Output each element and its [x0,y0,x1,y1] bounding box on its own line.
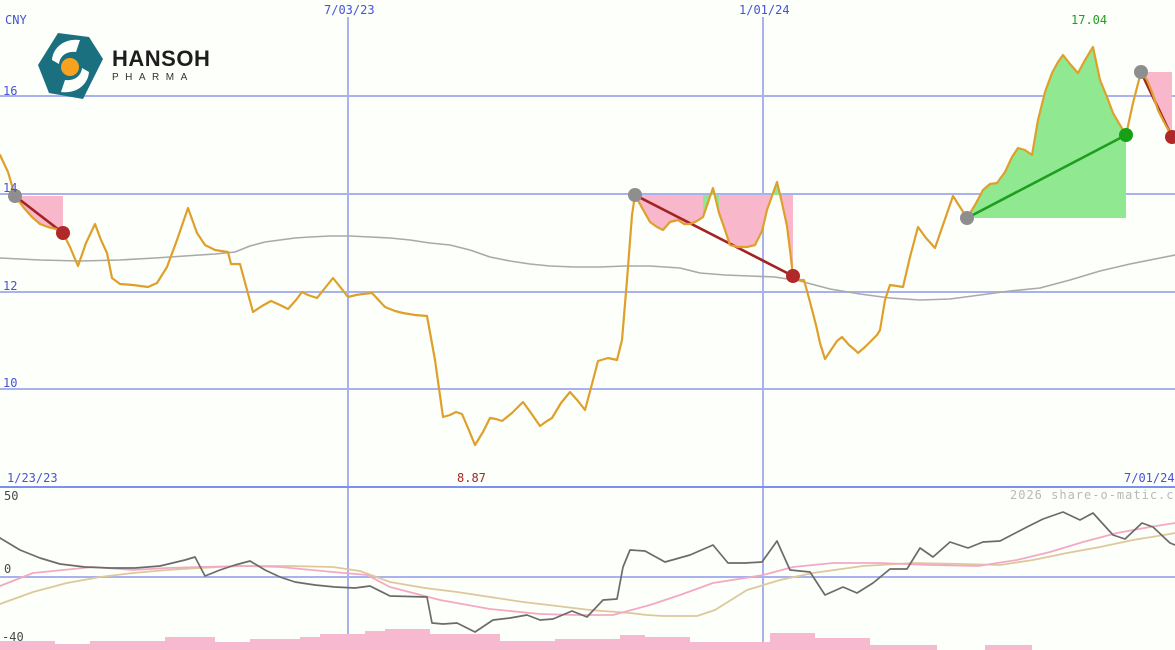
trend-fill-2 [1005,157,1012,218]
trend-start-dot-3 [1134,65,1148,79]
trend-fill-0 [32,196,40,224]
x-end-label: 7/01/24 [1124,471,1175,485]
trend-fill-1 [657,195,663,230]
x-gridline-label-2: 1/01/24 [739,3,790,17]
volume-bar [555,639,620,650]
trend-end-dot-0 [56,226,70,240]
trend-fill-2 [1025,150,1032,218]
trend-end-dot-2 [1119,128,1133,142]
trend-fill-1 [738,195,747,247]
trend-fill-2 [1107,97,1113,218]
trend-fill-2 [1012,148,1018,218]
ma-line [0,235,1175,301]
trend-fill-1 [684,195,690,224]
trend-fill-2 [1063,55,1070,218]
x-start-label: 1/23/23 [7,471,58,485]
trend-fill-2 [997,172,1005,218]
volume-bar [620,635,645,650]
volume-bar [250,639,300,650]
volume-bar [300,637,320,650]
volume-bar [165,637,215,650]
price-tick-12: 12 [3,279,18,293]
hansoh-pharma-logo: HANSOH PHARMA [36,30,210,102]
trend-fill-1 [730,195,738,247]
volume-bar [0,641,55,650]
volume-bar [90,641,165,650]
trend-fill-2 [1038,92,1045,218]
volume-bar [690,642,770,650]
trend-end-dot-3 [1165,130,1175,144]
osc-tick-0: 0 [4,562,12,576]
logo-dot [61,58,79,76]
logo-subtitle: PHARMA [112,72,194,83]
volume-bar [500,641,555,650]
trend-fill-1 [697,195,703,221]
trend-end-dot-1 [786,269,800,283]
trend-start-dot-1 [628,188,642,202]
trend-fill-2 [1085,47,1093,218]
trend-fill-0 [40,196,48,227]
volume-bar [430,634,500,650]
volume-bar [55,644,90,650]
trend-fill-1 [670,195,678,222]
trend-fill-2 [1045,73,1052,218]
volume-bar [815,638,870,650]
volume-bar [645,637,690,650]
trend-line-1 [634,193,794,278]
trend-fill-2 [1078,60,1085,218]
trend-fill-3 [1152,72,1158,110]
volume-bar [385,629,430,650]
volume-bar [985,645,1032,650]
osc-tick-50: 50 [4,489,19,503]
trend-fill-2 [1070,64,1078,218]
price-tick-16: 16 [3,84,18,98]
watermark: 2026 share-o-matic.com [1010,488,1175,502]
trend-fill-2 [1093,47,1100,218]
x-gridline-label-1: 7/03/23 [324,3,375,17]
trend-fill-2 [1100,80,1107,218]
hansoh-logo-icon [38,33,103,99]
trend-start-dot-0 [8,189,22,203]
trend-fill-2 [1120,125,1126,218]
trend-fill-2 [990,183,997,218]
oscillator-pink-line [0,522,1175,616]
price-tick-10: 10 [3,376,18,390]
trend-fill-1 [719,195,724,227]
oscillator-tan-line [0,532,1175,617]
trend-line-2 [966,133,1127,220]
trend-start-dot-2 [960,211,974,225]
price-tick-14: 14 [3,181,18,195]
trend-fill-2 [1032,120,1038,218]
logo-name: HANSOH [112,46,211,71]
trend-fill-1 [690,195,697,224]
volume-bar [215,642,250,650]
trend-line-0 [14,194,64,235]
trend-fill-3 [1164,72,1169,131]
oscillator-gray-line [0,511,1175,633]
currency-label: CNY [5,13,27,27]
max-price-label: 17.04 [1071,13,1108,27]
trend-fill-2 [1018,148,1025,218]
trend-fill-2 [1052,62,1058,218]
trend-fill-0 [48,196,56,229]
min-price-label: 8.87 [457,471,486,485]
volume-bar [320,634,365,650]
trend-fill-2 [1113,113,1120,218]
trend-fill-1 [724,195,730,245]
trend-fill-0 [56,196,63,233]
volume-bar [870,645,937,650]
osc-tick-m40: -40 [2,630,24,644]
trend-fill-2 [1058,55,1063,218]
volume-bar [770,633,815,650]
trend-fill-3 [1169,72,1172,137]
trend-fill-1 [747,195,755,247]
price-line [0,45,1174,447]
volume-bar [365,631,385,650]
